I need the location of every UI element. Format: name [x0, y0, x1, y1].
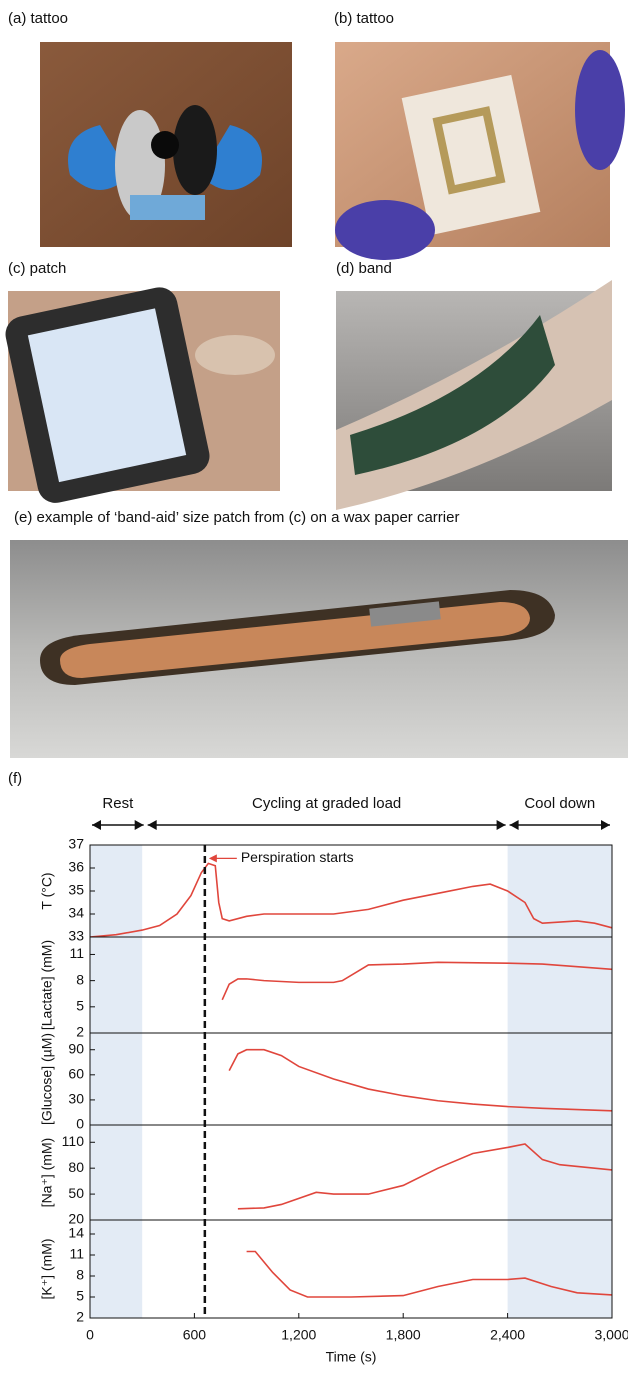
x-tick-label: 600 — [183, 1327, 207, 1343]
data-line — [89, 862, 613, 938]
phase-shade — [507, 1033, 612, 1125]
y-axis-label: [Lactate] (mM) — [39, 940, 55, 1030]
y-tick-label: 2 — [76, 1309, 84, 1325]
y-tick-label: 50 — [68, 1185, 84, 1201]
photo-a — [40, 42, 292, 247]
y-axis-label: [Na⁺] (mM) — [39, 1138, 55, 1208]
plot-frame — [89, 1219, 613, 1319]
y-axis-label: [Glucose] (µM) — [39, 1033, 55, 1125]
y-tick-label: 35 — [68, 882, 84, 898]
x-tick-label: 1,800 — [386, 1327, 421, 1343]
panel-label: (a) tattoo — [8, 10, 68, 27]
y-tick-label: 80 — [68, 1159, 84, 1175]
panel-label: (e) example of ‘band-aid’ size patch fro… — [14, 509, 459, 526]
y-tick-label: 60 — [68, 1066, 84, 1082]
annotation-text: Perspiration starts — [241, 849, 354, 865]
phase-label: Cycling at graded load — [252, 795, 401, 812]
y-tick-label: 11 — [69, 1246, 84, 1262]
photo-d — [336, 280, 612, 510]
x-axis-label: Time (s) — [326, 1349, 377, 1365]
y-tick-label: 14 — [68, 1225, 84, 1241]
phase-shade — [90, 1125, 143, 1220]
phase-shade — [90, 845, 143, 937]
phase-label: Cool down — [524, 795, 595, 812]
photo-b — [335, 42, 625, 260]
data-line — [246, 1250, 613, 1298]
y-tick-label: 0 — [76, 1116, 84, 1132]
x-tick-label: 2,400 — [490, 1327, 525, 1343]
phase-label: Rest — [102, 795, 134, 812]
phase-shade — [507, 1220, 612, 1318]
x-tick-label: 0 — [86, 1327, 94, 1343]
photo-e — [10, 540, 628, 758]
panel-label: (d) band — [336, 260, 392, 277]
panel-label: (b) tattoo — [334, 10, 394, 27]
y-tick-label: 8 — [76, 971, 84, 987]
phase-shade — [90, 937, 143, 1033]
phase-shade — [507, 1125, 612, 1220]
data-line — [237, 1143, 613, 1210]
data-line — [228, 1048, 613, 1112]
phase-shade — [90, 1220, 143, 1318]
y-tick-label: 36 — [68, 859, 84, 875]
y-tick-label: 33 — [68, 928, 84, 944]
phase-shade — [90, 1033, 143, 1125]
panel-label: (c) patch — [8, 260, 66, 277]
x-tick-label: 3,000 — [594, 1327, 628, 1343]
y-tick-label: 2 — [76, 1024, 84, 1040]
y-tick-label: 34 — [68, 905, 84, 921]
y-tick-label: 90 — [68, 1040, 84, 1056]
y-tick-label: 11 — [69, 945, 84, 961]
y-tick-label: 37 — [68, 836, 84, 852]
y-axis-label: T (°C) — [39, 872, 55, 909]
photo-c — [5, 287, 280, 503]
panel-label: (f) — [8, 770, 22, 787]
x-tick-label: 1,200 — [281, 1327, 316, 1343]
data-line — [221, 961, 613, 1001]
y-tick-label: 110 — [62, 1133, 85, 1149]
y-tick-label: 5 — [76, 998, 84, 1014]
y-axis-label: [K⁺] (mM) — [39, 1238, 55, 1299]
phase-shade — [507, 937, 612, 1033]
y-tick-label: 20 — [68, 1211, 84, 1227]
y-tick-label: 8 — [76, 1267, 84, 1283]
y-tick-label: 30 — [68, 1091, 84, 1107]
y-tick-label: 5 — [76, 1288, 84, 1304]
annotation-head — [208, 854, 217, 863]
